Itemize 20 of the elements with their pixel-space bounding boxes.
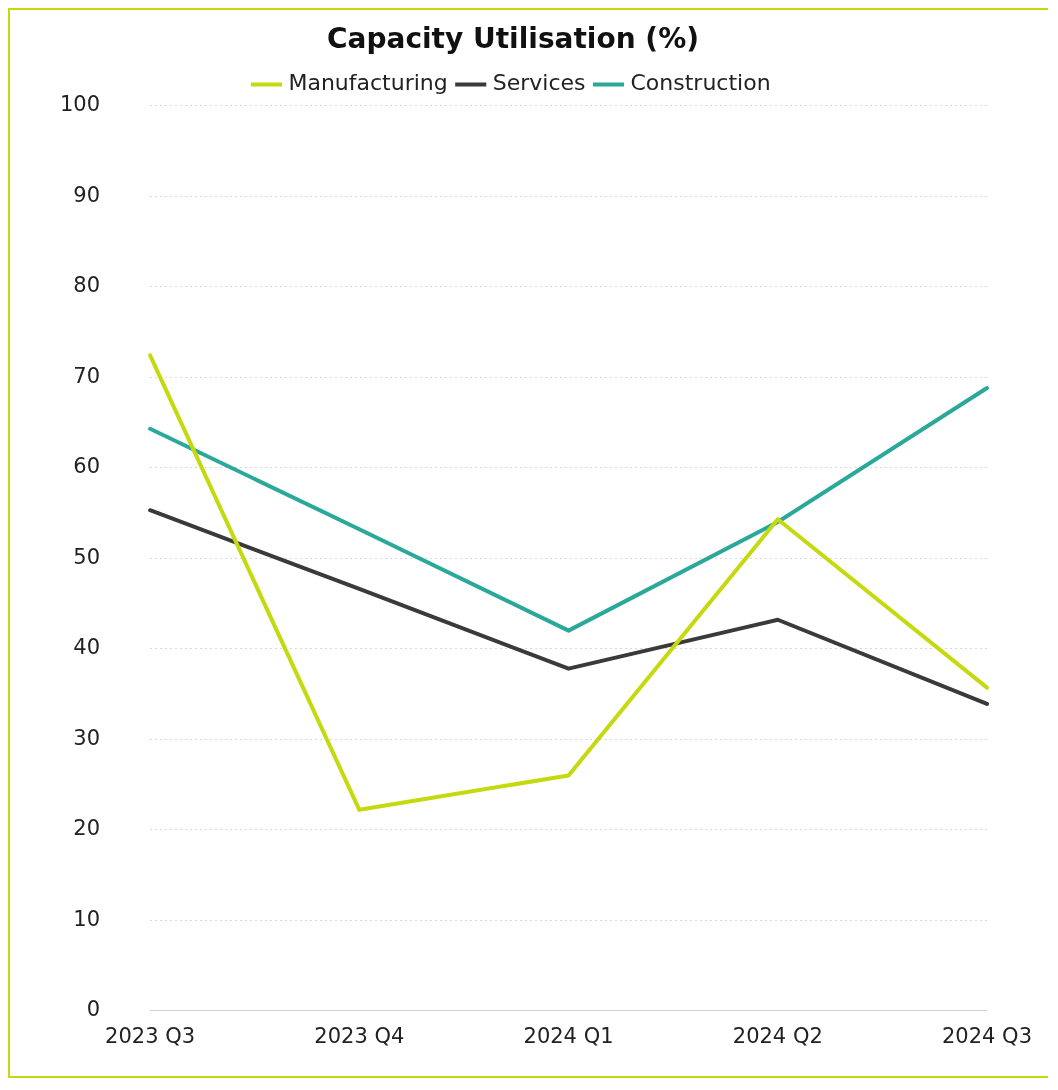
chart-title: Capacity Utilisation (%) xyxy=(327,22,699,56)
y-tick-label: 20 xyxy=(73,816,101,841)
legend-label: Services xyxy=(492,70,586,96)
y-tick-label: 80 xyxy=(73,273,101,298)
legend-label: Construction xyxy=(630,70,771,96)
x-tick-label: 2024 Q2 xyxy=(732,1023,823,1048)
x-tick-label: 2023 Q3 xyxy=(105,1023,196,1048)
y-tick-label: 100 xyxy=(59,92,101,117)
y-tick-label: 70 xyxy=(73,363,101,388)
y-tick-label: 0 xyxy=(86,997,101,1022)
x-tick-label: 2024 Q1 xyxy=(523,1023,614,1048)
y-tick-label: 30 xyxy=(73,725,101,750)
x-tick-label: 2024 Q3 xyxy=(941,1023,1032,1048)
y-tick-label: 50 xyxy=(73,544,101,569)
y-tick-label: 40 xyxy=(73,635,101,660)
y-tick-label: 10 xyxy=(73,906,101,931)
x-tick-label: 2023 Q4 xyxy=(314,1023,405,1048)
legend-label: Manufacturing xyxy=(288,70,448,96)
y-tick-label: 90 xyxy=(73,182,101,207)
y-tick-label: 60 xyxy=(73,454,101,479)
